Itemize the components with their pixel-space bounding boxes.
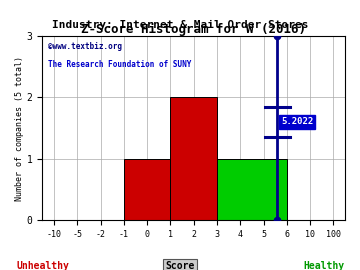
Text: Unhealthy: Unhealthy [17,261,69,270]
Text: Industry: Internet & Mail Order Stores: Industry: Internet & Mail Order Stores [52,20,308,30]
Text: Healthy: Healthy [303,261,345,270]
Text: ©www.textbiz.org: ©www.textbiz.org [49,42,122,51]
Text: The Research Foundation of SUNY: The Research Foundation of SUNY [49,60,192,69]
Text: Score: Score [165,261,195,270]
Text: 5.2022: 5.2022 [281,117,313,127]
Bar [124,159,170,220]
Bar [217,159,287,220]
Bar [170,97,217,220]
Title: Z-Score Histogram for W (2016): Z-Score Histogram for W (2016) [81,23,306,36]
Y-axis label: Number of companies (5 total): Number of companies (5 total) [15,56,24,201]
